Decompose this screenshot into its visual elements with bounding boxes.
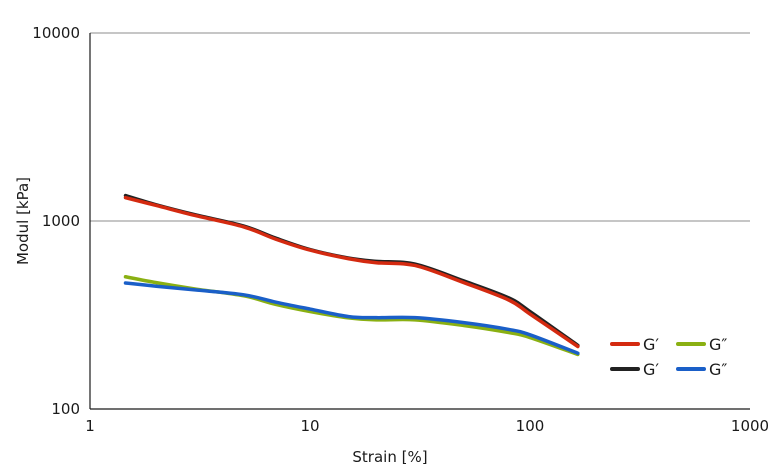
x-tick-label: 100 <box>516 417 545 435</box>
legend: G′ G″ G′ G″ <box>610 335 727 379</box>
series-line-3 <box>123 281 580 355</box>
series-line-0 <box>123 195 580 349</box>
y-tick-label: 10000 <box>32 24 80 42</box>
legend-label: G″ <box>709 335 727 354</box>
axes <box>89 33 750 410</box>
data-series <box>123 193 580 357</box>
legend-label: G′ <box>643 335 659 354</box>
series-line-1 <box>123 193 580 348</box>
legend-label: G″ <box>709 360 727 379</box>
x-tick-labels: 1 10 100 1000 <box>85 417 768 435</box>
y-axis-label: Modul [kPa] <box>14 177 32 265</box>
x-tick-label: 10 <box>300 417 319 435</box>
legend-label: G′ <box>643 360 659 379</box>
y-tick-label: 1000 <box>42 212 80 230</box>
x-tick-label: 1000 <box>731 417 768 435</box>
x-axis-label: Strain [%] <box>352 448 427 466</box>
grid-lines <box>90 32 750 222</box>
y-tick-labels: 100 1000 10000 <box>32 24 80 418</box>
y-tick-label: 100 <box>51 400 80 418</box>
x-tick-label: 1 <box>85 417 95 435</box>
